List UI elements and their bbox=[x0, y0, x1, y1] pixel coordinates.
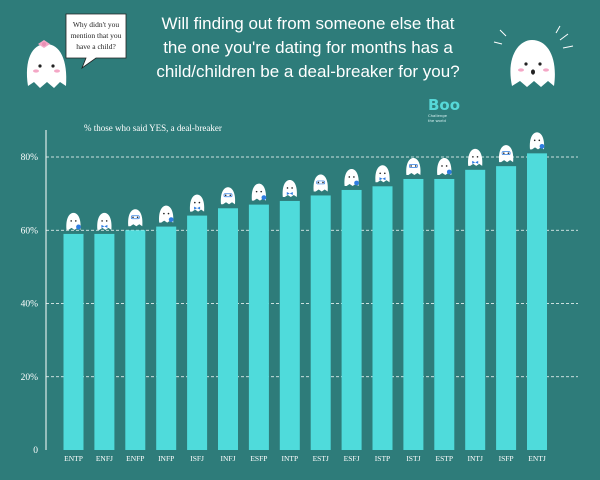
x-tick-label: ENFP bbox=[126, 454, 144, 463]
chart-subtitle: % those who said YES, a deal-breaker bbox=[84, 123, 222, 133]
ghost-bow-icon bbox=[26, 40, 67, 88]
ghost-surprised-icon bbox=[493, 25, 574, 87]
bar-infj bbox=[218, 208, 238, 450]
ghost-icon bbox=[344, 168, 359, 186]
x-tick-label: ISTP bbox=[375, 454, 390, 463]
y-tick-label: 80% bbox=[21, 153, 39, 163]
ghost-icon bbox=[66, 212, 81, 230]
x-tick-label: ENFJ bbox=[96, 454, 113, 463]
bubble-line-1: Why didn't you bbox=[73, 20, 120, 29]
speech-bubble: Why didn't you mention that you have a c… bbox=[65, 13, 127, 70]
x-tick-label: ESFP bbox=[250, 454, 267, 463]
bar-isfj bbox=[187, 215, 208, 450]
ghost-icon bbox=[128, 209, 143, 227]
ghost-icon bbox=[251, 183, 267, 201]
title-line-1: Will finding out from someone else that bbox=[162, 14, 455, 33]
brand-tagline-1: Challenge bbox=[428, 113, 448, 118]
brand-tagline-2: the world bbox=[428, 118, 446, 123]
bar-estp bbox=[434, 178, 455, 450]
ghost-icon bbox=[97, 212, 112, 230]
bar-infp bbox=[156, 226, 177, 450]
ghost-icon bbox=[220, 187, 236, 205]
y-axis-ticks: 0 20% 40% 60% 80% bbox=[21, 153, 39, 456]
bar-estj bbox=[310, 195, 331, 450]
bubble-line-3: have a child? bbox=[76, 42, 116, 51]
ghost-icon bbox=[468, 148, 483, 166]
x-tick-label: INFJ bbox=[220, 454, 235, 463]
ghost-icon bbox=[406, 157, 421, 175]
ghost-icon bbox=[498, 145, 514, 163]
ghost-icon bbox=[313, 174, 328, 192]
bar-mascots bbox=[66, 132, 545, 230]
x-tick-label: ENTP bbox=[64, 454, 83, 463]
x-tick-label: ISTJ bbox=[406, 454, 420, 463]
bar-intj bbox=[465, 169, 486, 450]
ghost-icon bbox=[282, 179, 297, 197]
x-tick-label: ESTJ bbox=[313, 454, 329, 463]
bar-enfj bbox=[94, 233, 115, 450]
bar-entj bbox=[527, 153, 547, 450]
x-tick-label: INFP bbox=[158, 454, 174, 463]
bar-enfp bbox=[125, 230, 146, 450]
x-tick-label: INTJ bbox=[467, 454, 482, 463]
title-line-2: the one you're dating for months has a bbox=[163, 38, 453, 57]
bar-esfj bbox=[341, 189, 362, 450]
y-tick-label: 40% bbox=[21, 300, 39, 310]
y-tick-label: 60% bbox=[21, 226, 39, 236]
y-tick-label: 0 bbox=[33, 446, 38, 456]
x-axis-categories: ENTP ENFJ ENFP INFP ISFJ INFJ ESFP INTP ESTJ ESFJ… bbox=[64, 454, 546, 463]
bubble-line-2: mention that you bbox=[71, 31, 122, 40]
bar-istp bbox=[372, 186, 393, 451]
ghost-icon bbox=[189, 194, 205, 212]
ghost-icon bbox=[375, 165, 390, 183]
ghost-icon bbox=[159, 205, 174, 223]
bar-series bbox=[63, 153, 547, 451]
x-tick-label: INTP bbox=[281, 454, 298, 463]
bar-istj bbox=[403, 178, 424, 450]
title-line-3: child/children be a deal-breaker for you… bbox=[156, 62, 459, 81]
y-tick-label: 20% bbox=[21, 373, 39, 383]
ghost-icon bbox=[437, 157, 452, 175]
x-tick-label: ESFJ bbox=[344, 454, 360, 463]
ghost-icon bbox=[529, 132, 545, 150]
x-tick-label: ISFJ bbox=[190, 454, 204, 463]
bar-entp bbox=[63, 233, 84, 450]
bar-isfp bbox=[496, 166, 517, 450]
x-tick-label: ISFP bbox=[499, 454, 514, 463]
brand-name: Boo bbox=[428, 96, 460, 114]
x-tick-label: ESTP bbox=[436, 454, 454, 463]
x-tick-label: ENTJ bbox=[528, 454, 546, 463]
bar-esfp bbox=[248, 204, 269, 450]
bar-intp bbox=[279, 200, 300, 450]
brand-logo: Boo Challenge the world bbox=[428, 96, 460, 123]
